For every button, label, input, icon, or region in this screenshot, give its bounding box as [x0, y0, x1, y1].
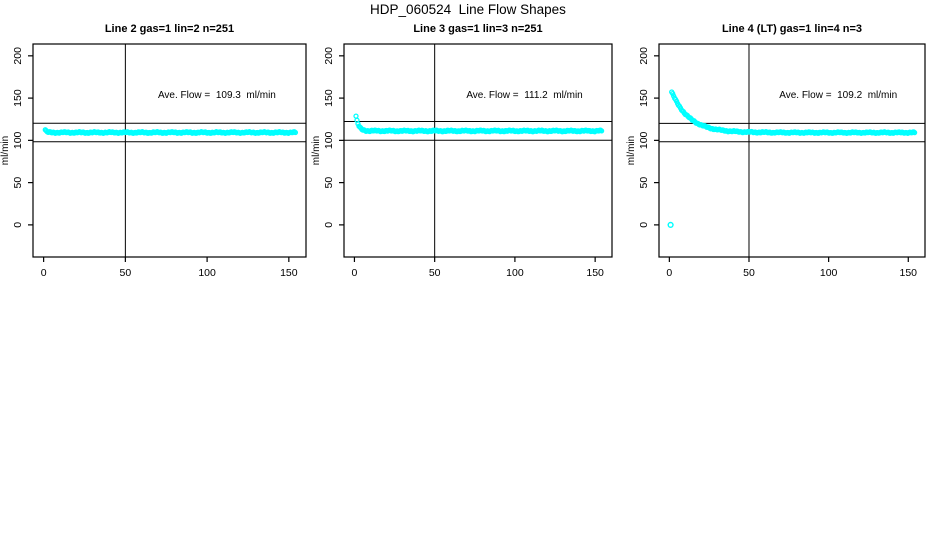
y-tick-label: 0: [323, 222, 335, 228]
y-axis-label: ml/min: [311, 136, 322, 165]
data-point: [598, 128, 605, 134]
y-tick-label: 150: [323, 89, 335, 107]
x-tick-label: 50: [429, 267, 441, 279]
y-tick-label: 200: [323, 47, 335, 65]
y-tick-label: 100: [12, 131, 24, 149]
outlier-point: [667, 221, 674, 229]
y-axis-label: ml/min: [0, 136, 11, 165]
x-tick-label: 0: [352, 267, 358, 279]
y-tick-label: 150: [12, 89, 24, 107]
plot-frame: [343, 43, 613, 258]
x-tick-label: 100: [506, 267, 524, 279]
plot-frame: [658, 43, 926, 258]
figure-title: HDP_060524 Line Flow Shapes: [370, 2, 566, 17]
y-tick-label: 100: [323, 131, 335, 149]
ave-flow-annotation: Ave. Flow = 109.3 ml/min: [158, 90, 276, 101]
x-tick-label: 0: [41, 267, 47, 279]
y-axis-label: ml/min: [626, 136, 637, 165]
x-tick-label: 150: [900, 267, 918, 279]
y-tick-label: 200: [638, 47, 650, 65]
x-tick-label: 150: [280, 267, 298, 279]
y-tick-label: 50: [638, 177, 650, 189]
panel-2: Line 3 gas=1 lin=3 n=251 0 50 100 150 200 0 50 1…: [311, 23, 613, 279]
y-tick-label: 0: [12, 222, 24, 228]
y-tick-label: 50: [12, 177, 24, 189]
y-tick-label: 150: [638, 89, 650, 107]
y-tick-label: 0: [638, 222, 650, 228]
ave-flow-annotation: Ave. Flow = 111.2 ml/min: [466, 90, 582, 101]
panel-title: Line 3 gas=1 lin=3 n=251: [413, 23, 542, 35]
data-point: [292, 129, 299, 136]
ave-flow-annotation: Ave. Flow = 109.2 ml/min: [779, 90, 897, 101]
panel-3: Line 4 (LT) gas=1 lin=4 n=3 0 50 100 150 200 0…: [626, 23, 926, 279]
data-point: [670, 90, 676, 97]
x-tick-label: 150: [586, 267, 604, 279]
panel-1: Line 2 gas=1 lin=2 n=251 0 50 100 150 200 0 50 1…: [0, 23, 307, 279]
panel-title: Line 4 (LT) gas=1 lin=4 n=3: [722, 23, 862, 35]
x-tick-label: 0: [666, 267, 672, 279]
x-tick-label: 100: [820, 267, 838, 279]
x-tick-label: 50: [743, 267, 755, 279]
x-tick-label: 100: [198, 267, 216, 279]
y-tick-label: 100: [638, 131, 650, 149]
y-tick-label: 50: [323, 177, 335, 189]
y-tick-label: 200: [12, 47, 24, 65]
panel-title: Line 2 gas=1 lin=2 n=251: [105, 23, 234, 35]
data-point: [353, 113, 359, 119]
x-tick-label: 50: [120, 267, 132, 279]
data-point: [911, 129, 918, 136]
plot-frame: [32, 43, 307, 258]
